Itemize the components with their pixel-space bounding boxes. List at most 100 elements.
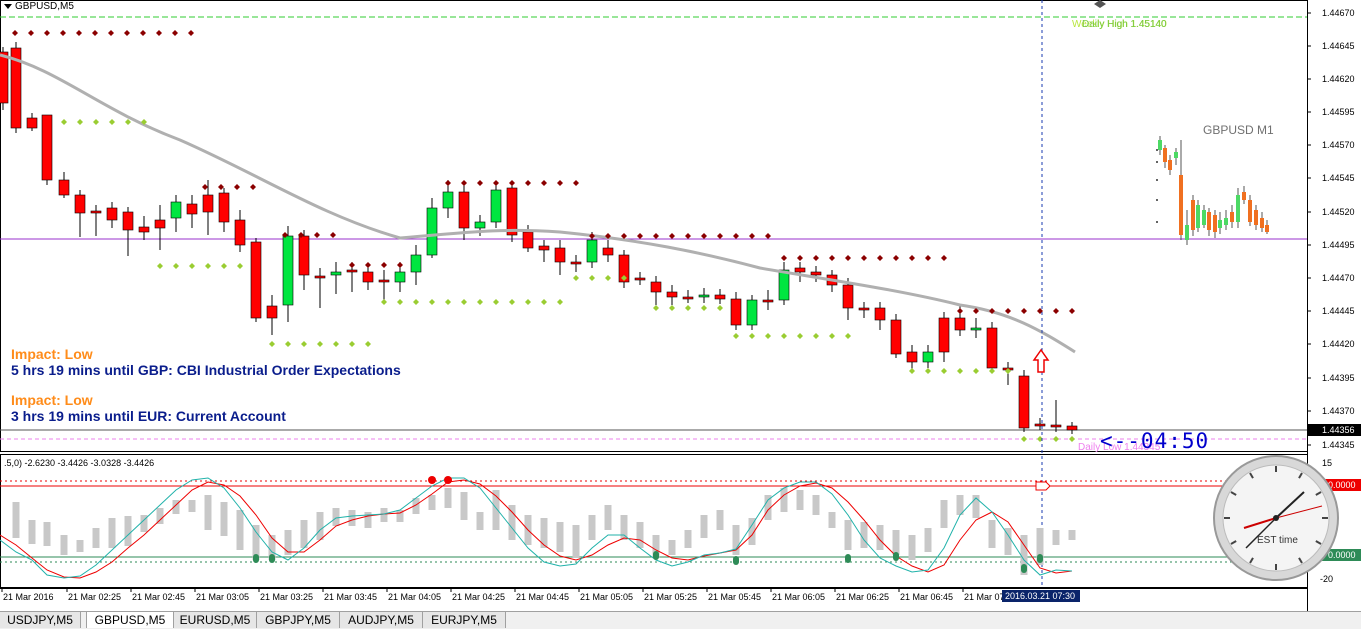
histogram-bar <box>1068 530 1076 540</box>
resistance-dot <box>621 233 627 239</box>
support-dot <box>381 299 387 305</box>
bear-candle <box>714 294 726 300</box>
histogram-bar <box>732 525 740 555</box>
resistance-dot <box>60 30 66 36</box>
tab-eurusd[interactable]: EURUSD,M5 <box>174 612 257 628</box>
inset-candle <box>1224 218 1228 225</box>
support-dot <box>125 119 131 125</box>
support-dot <box>589 275 595 281</box>
inset-dot <box>1156 179 1158 181</box>
chart-menu-triangle-icon[interactable] <box>4 3 12 9</box>
support-dot <box>733 333 739 339</box>
resistance-dot <box>218 184 224 190</box>
resistance-dot <box>1069 308 1075 314</box>
bear-candle <box>58 179 70 196</box>
weekly-high-label: Weekly High 1.45140 <box>1072 19 1167 30</box>
symbol-tab-bar: USDJPY,M5 GBPUSD,M5 EURUSD,M5 GBPJPY,M5 … <box>0 611 1361 629</box>
resistance-dot <box>12 30 18 36</box>
bear-candle <box>874 307 886 321</box>
main-price-chart[interactable]: 1.44670 1.44645 1.44620 1.44595 1.44570 1.445… <box>0 0 1361 611</box>
support-dot <box>365 341 371 347</box>
tab-audjpy[interactable]: AUDJPY,M5 <box>340 612 423 628</box>
histogram-bar <box>316 512 324 540</box>
histogram-bar <box>43 522 51 546</box>
resistance-dot <box>381 262 387 268</box>
histogram-bar <box>860 522 868 548</box>
support-dot <box>557 299 563 305</box>
resistance-dot <box>733 233 739 239</box>
time-label: 21 Mar 03:45 <box>324 592 377 602</box>
bear-candle <box>122 211 134 231</box>
resistance-dot <box>669 233 675 239</box>
bull-candle <box>746 299 758 326</box>
oscillator-panel-frame <box>0 454 1308 588</box>
tab-usdjpy[interactable]: USDJPY,M5 <box>0 612 81 628</box>
bear-candle <box>682 296 694 300</box>
histogram-bar <box>876 525 884 550</box>
bear-candle <box>202 194 214 213</box>
bear-candle <box>794 267 806 273</box>
resistance-dot <box>637 233 643 239</box>
tab-gbpusd[interactable]: GBPUSD,M5 <box>86 612 174 628</box>
histogram-bar <box>364 512 372 528</box>
histogram-bar <box>780 488 788 512</box>
histogram-bar <box>572 525 580 558</box>
bear-candle <box>666 291 678 298</box>
resistance-dot <box>314 232 320 238</box>
support-dot <box>1069 436 1075 442</box>
price-label: 1.44470 <box>1322 273 1355 283</box>
histogram-bar <box>380 508 388 522</box>
resistance-dot <box>1053 308 1059 314</box>
resistance-dot <box>685 233 691 239</box>
clock-tick <box>1315 491 1322 496</box>
resistance-dot <box>1021 308 1027 314</box>
bear-candle <box>106 207 118 221</box>
bear-candle <box>314 275 326 279</box>
support-dot <box>493 299 499 305</box>
price-label: 1.44645 <box>1322 41 1355 51</box>
bear-candle <box>890 319 902 355</box>
news-item-1: 5 hrs 19 mins until GBP: CBI Industrial … <box>11 362 401 378</box>
histogram-bar <box>556 522 564 552</box>
histogram-bar <box>508 505 516 540</box>
main-panel-frame <box>0 0 1308 452</box>
histogram-bar <box>60 535 68 555</box>
histogram-bar <box>284 530 292 555</box>
bear-candle <box>650 281 662 293</box>
resistance-dot <box>156 30 162 36</box>
histogram-bar <box>636 522 644 548</box>
resistance-dot <box>525 180 531 186</box>
inset-dot <box>1156 199 1158 201</box>
histogram-bar <box>188 500 196 512</box>
price-label: 1.44445 <box>1322 306 1355 316</box>
bear-candle <box>954 317 966 331</box>
histogram-bar <box>668 540 676 555</box>
histogram-bar <box>908 535 916 560</box>
support-dot <box>237 263 243 269</box>
oscillator-histogram <box>12 488 1076 575</box>
bear-candle <box>842 284 854 309</box>
bear-candle <box>1050 424 1062 428</box>
histogram-bar <box>172 500 180 514</box>
tab-eurjpy[interactable]: EURJPY,M5 <box>423 612 506 628</box>
support-dot <box>301 341 307 347</box>
bear-candle <box>0 51 9 104</box>
inset-candle <box>1230 212 1234 222</box>
histogram-bar <box>92 528 100 548</box>
support-dot <box>701 305 707 311</box>
tab-gbpjpy[interactable]: GBPJPY,M5 <box>257 612 340 628</box>
bear-candle <box>138 226 150 233</box>
time-label: 21 Mar 03:05 <box>196 592 249 602</box>
clock-tick <box>1249 557 1254 564</box>
support-dot <box>77 119 83 125</box>
support-dot <box>781 333 787 339</box>
resistance-dot <box>813 255 819 261</box>
histogram-bar <box>604 505 612 530</box>
support-dot <box>189 263 195 269</box>
resistance-dot <box>845 255 851 261</box>
bull-candle <box>282 235 294 306</box>
upper-level-label: 0.0000 <box>1328 480 1356 490</box>
histogram-bar <box>348 510 356 526</box>
histogram-bar <box>300 520 308 548</box>
